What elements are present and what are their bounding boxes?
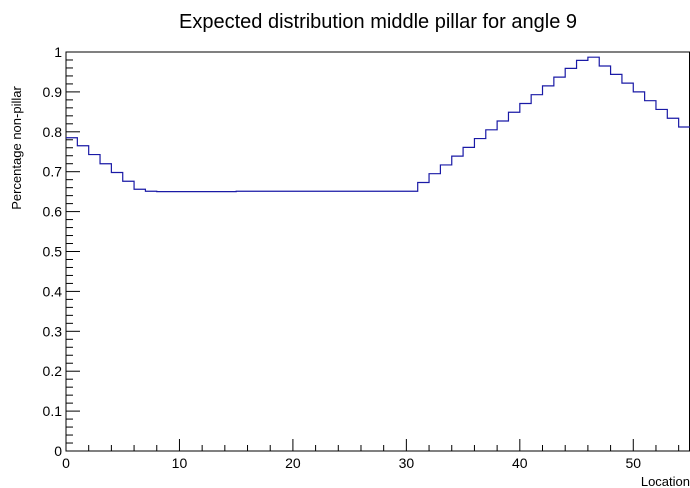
y-tick-label: 0.7	[43, 164, 63, 180]
y-tick-label: 0.1	[43, 403, 63, 419]
x-tick-label: 30	[399, 455, 415, 471]
y-axis-label: Percentage non-pillar	[9, 86, 24, 210]
y-tick-label: 0.8	[43, 124, 63, 140]
y-tick-label: 0.2	[43, 363, 63, 379]
y-tick-label: 0.3	[43, 323, 63, 339]
y-tick-label: 0.6	[43, 204, 63, 220]
x-tick-label: 20	[285, 455, 301, 471]
x-tick-label: 0	[62, 455, 70, 471]
x-tick-label: 50	[625, 455, 641, 471]
y-tick-label: 0	[54, 443, 62, 459]
x-axis-label: Location	[641, 474, 690, 488]
chart-title: Expected distribution middle pillar for …	[179, 11, 577, 33]
x-axis: 0 10 20 30 40 50	[62, 439, 680, 471]
plot-frame	[65, 51, 690, 452]
y-tick-label: 1	[54, 44, 62, 60]
plot-border	[65, 51, 690, 452]
y-tick-label: 0.5	[43, 244, 63, 260]
y-tick-label: 0.9	[43, 84, 63, 100]
x-tick-label: 40	[512, 455, 528, 471]
series-line	[66, 56, 690, 193]
y-tick-label: 0.4	[43, 283, 63, 299]
y-axis: 0 0.1 0.2 0.3 0.4 0.5 0.6 0.7 0.8 0.9 1	[43, 44, 80, 459]
x-tick-label: 10	[172, 455, 188, 471]
